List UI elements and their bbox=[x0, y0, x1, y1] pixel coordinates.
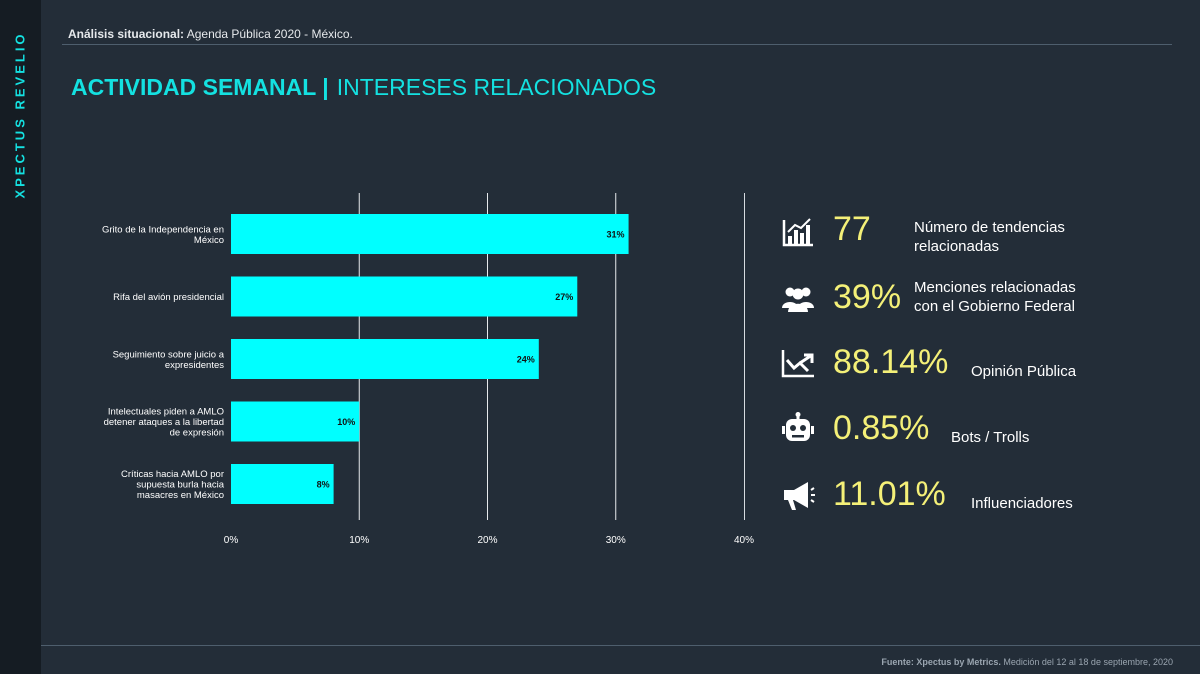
category-label: Seguimiento sobre juicio a expresidentes bbox=[113, 349, 225, 371]
header-rule bbox=[62, 44, 1172, 45]
megaphone-icon bbox=[780, 477, 816, 513]
x-tick-label: 30% bbox=[606, 535, 626, 546]
data-label: 8% bbox=[317, 480, 330, 490]
stat-label: Menciones relacionadas con el Gobierno Fe… bbox=[914, 278, 1076, 316]
category-label-line: México bbox=[194, 235, 224, 246]
stat-label: Número de tendencias relacionadas bbox=[914, 218, 1065, 256]
footer-rule bbox=[41, 645, 1200, 646]
users-icon bbox=[780, 280, 816, 316]
category-label-line: Críticas hacia AMLO por bbox=[121, 469, 224, 480]
side-strip: XPECTUS REVELIO bbox=[0, 0, 41, 674]
stat-label-line: Bots / Trolls bbox=[951, 429, 1030, 446]
header-text: Agenda Pública 2020 - México. bbox=[184, 27, 353, 41]
stat-value: 11.01% bbox=[833, 475, 946, 513]
bar-chart: 0% 10% 20% 30% 40% 31% Grito de la Independenc… bbox=[102, 193, 754, 546]
category-label-line: Intelectuales piden a AMLO bbox=[108, 407, 224, 418]
category-label-line: supuesta burla hacia bbox=[136, 480, 224, 491]
stat-label-line: relacionadas bbox=[914, 238, 1000, 255]
data-label: 31% bbox=[607, 230, 625, 240]
stat-value: 39% bbox=[833, 278, 902, 316]
data-label: 10% bbox=[337, 417, 355, 427]
category-label-line: Rifa del avión presidencial bbox=[113, 292, 224, 303]
bar bbox=[231, 214, 629, 254]
stat-label-line: Número de tendencias bbox=[914, 219, 1065, 236]
stat-label-line: con el Gobierno Federal bbox=[914, 298, 1075, 315]
bar bbox=[231, 339, 539, 379]
category-label: Intelectuales piden a AMLO detener ataque… bbox=[104, 407, 224, 439]
category-label-line: masacres en México bbox=[137, 490, 224, 501]
x-tick-label: 10% bbox=[349, 535, 369, 546]
stat-value: 77 bbox=[833, 210, 871, 248]
stat-label-line: Influenciadores bbox=[971, 495, 1073, 512]
title-sub: INTERESES RELACIONADOS bbox=[336, 74, 657, 100]
x-tick-label: 40% bbox=[734, 535, 754, 546]
data-label: 24% bbox=[517, 355, 535, 365]
category-label: Críticas hacia AMLO por supuesta burla ha… bbox=[121, 469, 225, 501]
stat-label: Opinión Pública bbox=[971, 362, 1076, 381]
trend-chart-icon bbox=[780, 345, 816, 381]
header-label: Análisis situacional: bbox=[68, 27, 185, 41]
vertical-divider bbox=[744, 193, 745, 520]
category-label: Grito de la Independencia en México bbox=[102, 224, 224, 246]
category-label-line: de expresión bbox=[170, 428, 224, 439]
robot-icon bbox=[780, 411, 816, 447]
category-label: Rifa del avión presidencial bbox=[113, 292, 224, 303]
header-line: Análisis situacional: Agenda Pública 202… bbox=[68, 27, 353, 41]
category-label-line: Grito de la Independencia en bbox=[102, 224, 224, 235]
category-label-line: expresidentes bbox=[165, 360, 224, 371]
footer-text: Medición del 12 al 18 de septiembre, 202… bbox=[1000, 657, 1173, 667]
stat-label-line: Menciones relacionadas bbox=[914, 279, 1076, 296]
footer: Fuente: Xpectus by Metrics. Medición del… bbox=[881, 657, 1173, 667]
x-tick-label: 0% bbox=[224, 535, 239, 546]
stat-value: 0.85% bbox=[833, 409, 930, 447]
x-tick-label: 20% bbox=[477, 535, 497, 546]
bar bbox=[231, 464, 334, 504]
stat-label-line: Opinión Pública bbox=[971, 363, 1077, 380]
bar bbox=[231, 276, 578, 317]
stat-value: 88.14% bbox=[833, 343, 949, 381]
page-title: ACTIVIDAD SEMANAL | INTERESES RELACIONADO… bbox=[71, 74, 656, 101]
category-label-line: Seguimiento sobre juicio a bbox=[113, 349, 225, 360]
bar-chart-icon bbox=[780, 214, 816, 250]
title-main: ACTIVIDAD SEMANAL | bbox=[71, 74, 329, 100]
stat-label: Bots / Trolls bbox=[951, 428, 1029, 447]
footer-source: Fuente: Xpectus by Metrics. bbox=[881, 657, 1001, 667]
bar bbox=[231, 401, 360, 442]
stat-label: Influenciadores bbox=[971, 494, 1073, 513]
data-label: 27% bbox=[555, 292, 573, 302]
category-label-line: detener ataques a la libertad bbox=[104, 417, 224, 428]
